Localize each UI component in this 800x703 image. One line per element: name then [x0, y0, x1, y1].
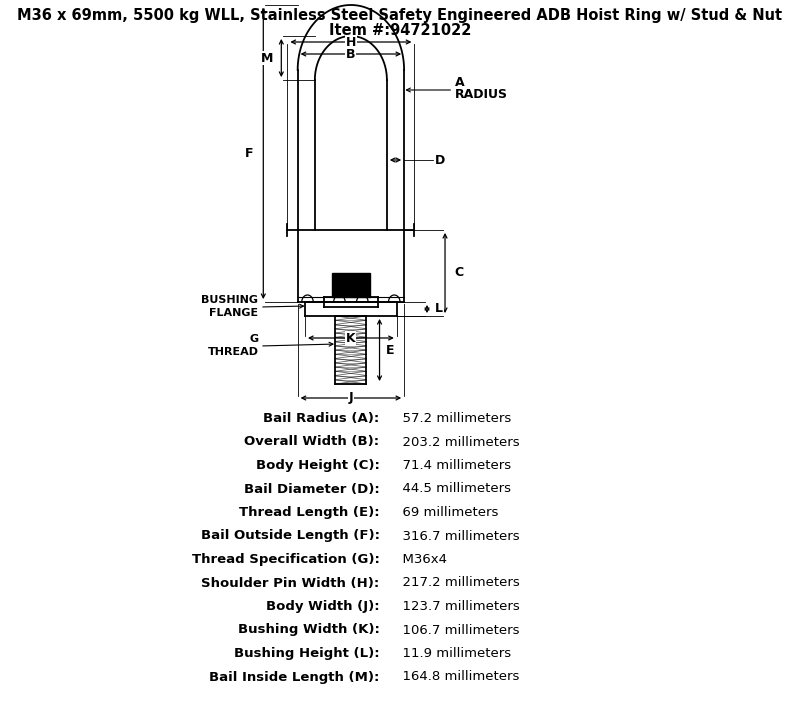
Text: F: F — [245, 147, 254, 160]
Text: 69 millimeters: 69 millimeters — [394, 506, 498, 519]
Text: Thread Length (E):: Thread Length (E): — [239, 506, 379, 519]
Text: 11.9 millimeters: 11.9 millimeters — [394, 647, 511, 660]
Text: G: G — [250, 334, 258, 344]
Text: C: C — [455, 266, 464, 280]
Text: L: L — [435, 302, 443, 316]
Text: Body Width (J):: Body Width (J): — [266, 600, 379, 613]
Text: 57.2 millimeters: 57.2 millimeters — [394, 412, 511, 425]
Text: 71.4 millimeters: 71.4 millimeters — [394, 459, 511, 472]
Text: Thread Specification (G):: Thread Specification (G): — [192, 553, 379, 566]
Text: 203.2 millimeters: 203.2 millimeters — [394, 435, 520, 449]
Text: BUSHING: BUSHING — [202, 295, 258, 305]
Text: Item #:94721022: Item #:94721022 — [329, 23, 471, 38]
Text: THREAD: THREAD — [207, 347, 258, 357]
Text: Bail Inside Length (M):: Bail Inside Length (M): — [209, 671, 379, 683]
Text: E: E — [386, 344, 394, 356]
Text: FLANGE: FLANGE — [210, 308, 258, 318]
Text: 106.7 millimeters: 106.7 millimeters — [394, 624, 520, 636]
Text: Bushing Width (K):: Bushing Width (K): — [238, 624, 379, 636]
Text: Body Height (C):: Body Height (C): — [256, 459, 379, 472]
Text: H: H — [346, 35, 356, 49]
Text: D: D — [435, 153, 446, 167]
Text: 316.7 millimeters: 316.7 millimeters — [394, 529, 520, 543]
Text: 164.8 millimeters: 164.8 millimeters — [394, 671, 520, 683]
Text: M: M — [261, 51, 273, 65]
Text: M36 x 69mm, 5500 kg WLL, Stainless Steel Safety Engineered ADB Hoist Ring w/ Stu: M36 x 69mm, 5500 kg WLL, Stainless Steel… — [18, 8, 782, 23]
Text: A: A — [455, 75, 465, 89]
Text: RADIUS: RADIUS — [455, 89, 508, 101]
Polygon shape — [332, 273, 370, 297]
Text: Bushing Height (L):: Bushing Height (L): — [234, 647, 379, 660]
Text: M36x4: M36x4 — [394, 553, 447, 566]
Text: Shoulder Pin Width (H):: Shoulder Pin Width (H): — [202, 576, 379, 590]
Text: J: J — [349, 392, 353, 404]
Text: Overall Width (B):: Overall Width (B): — [245, 435, 379, 449]
Text: Bail Radius (A):: Bail Radius (A): — [263, 412, 379, 425]
Text: K: K — [346, 332, 356, 344]
Text: Bail Outside Length (F):: Bail Outside Length (F): — [201, 529, 379, 543]
Text: 44.5 millimeters: 44.5 millimeters — [394, 482, 511, 496]
Text: B: B — [346, 48, 356, 60]
Text: 217.2 millimeters: 217.2 millimeters — [394, 576, 520, 590]
Text: 123.7 millimeters: 123.7 millimeters — [394, 600, 520, 613]
Text: Bail Diameter (D):: Bail Diameter (D): — [244, 482, 379, 496]
